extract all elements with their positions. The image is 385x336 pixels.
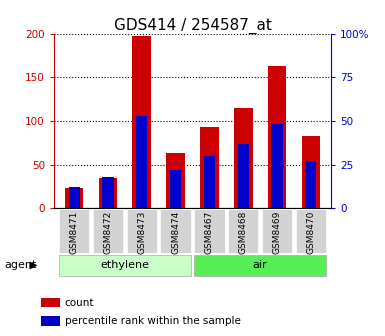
FancyBboxPatch shape [296,209,326,253]
Text: GSM8474: GSM8474 [171,211,180,254]
Bar [65,188,84,208]
Text: ethylene: ethylene [100,260,149,270]
Text: GSM8468: GSM8468 [239,211,248,254]
FancyBboxPatch shape [194,255,326,276]
Text: GSM8469: GSM8469 [273,211,281,254]
Bar [41,298,60,307]
FancyBboxPatch shape [59,209,89,253]
Bar [132,36,151,208]
Bar [238,144,249,208]
Text: GSM8467: GSM8467 [205,211,214,254]
FancyBboxPatch shape [59,255,191,276]
Bar [136,116,147,208]
Bar [102,177,114,208]
Bar [200,127,219,208]
Bar [268,66,286,208]
Bar [204,156,215,208]
Bar [170,170,181,208]
FancyBboxPatch shape [262,209,292,253]
FancyBboxPatch shape [161,209,191,253]
Text: GSM8470: GSM8470 [306,211,315,254]
Bar [305,161,316,208]
Bar [99,178,117,208]
Bar [301,136,320,208]
Bar [166,153,185,208]
FancyBboxPatch shape [127,209,157,253]
Bar [234,108,253,208]
Text: GSM8471: GSM8471 [70,211,79,254]
Text: air: air [253,260,268,270]
FancyBboxPatch shape [93,209,123,253]
Text: count: count [65,297,94,307]
FancyBboxPatch shape [194,209,224,253]
Bar [69,187,80,208]
Text: GSM8473: GSM8473 [137,211,146,254]
Text: agent: agent [4,260,37,270]
FancyBboxPatch shape [228,209,258,253]
Text: percentile rank within the sample: percentile rank within the sample [65,316,241,326]
Bar [41,317,60,326]
Bar [271,124,283,208]
Title: GDS414 / 254587_at: GDS414 / 254587_at [114,17,271,34]
Text: GSM8472: GSM8472 [104,211,112,254]
